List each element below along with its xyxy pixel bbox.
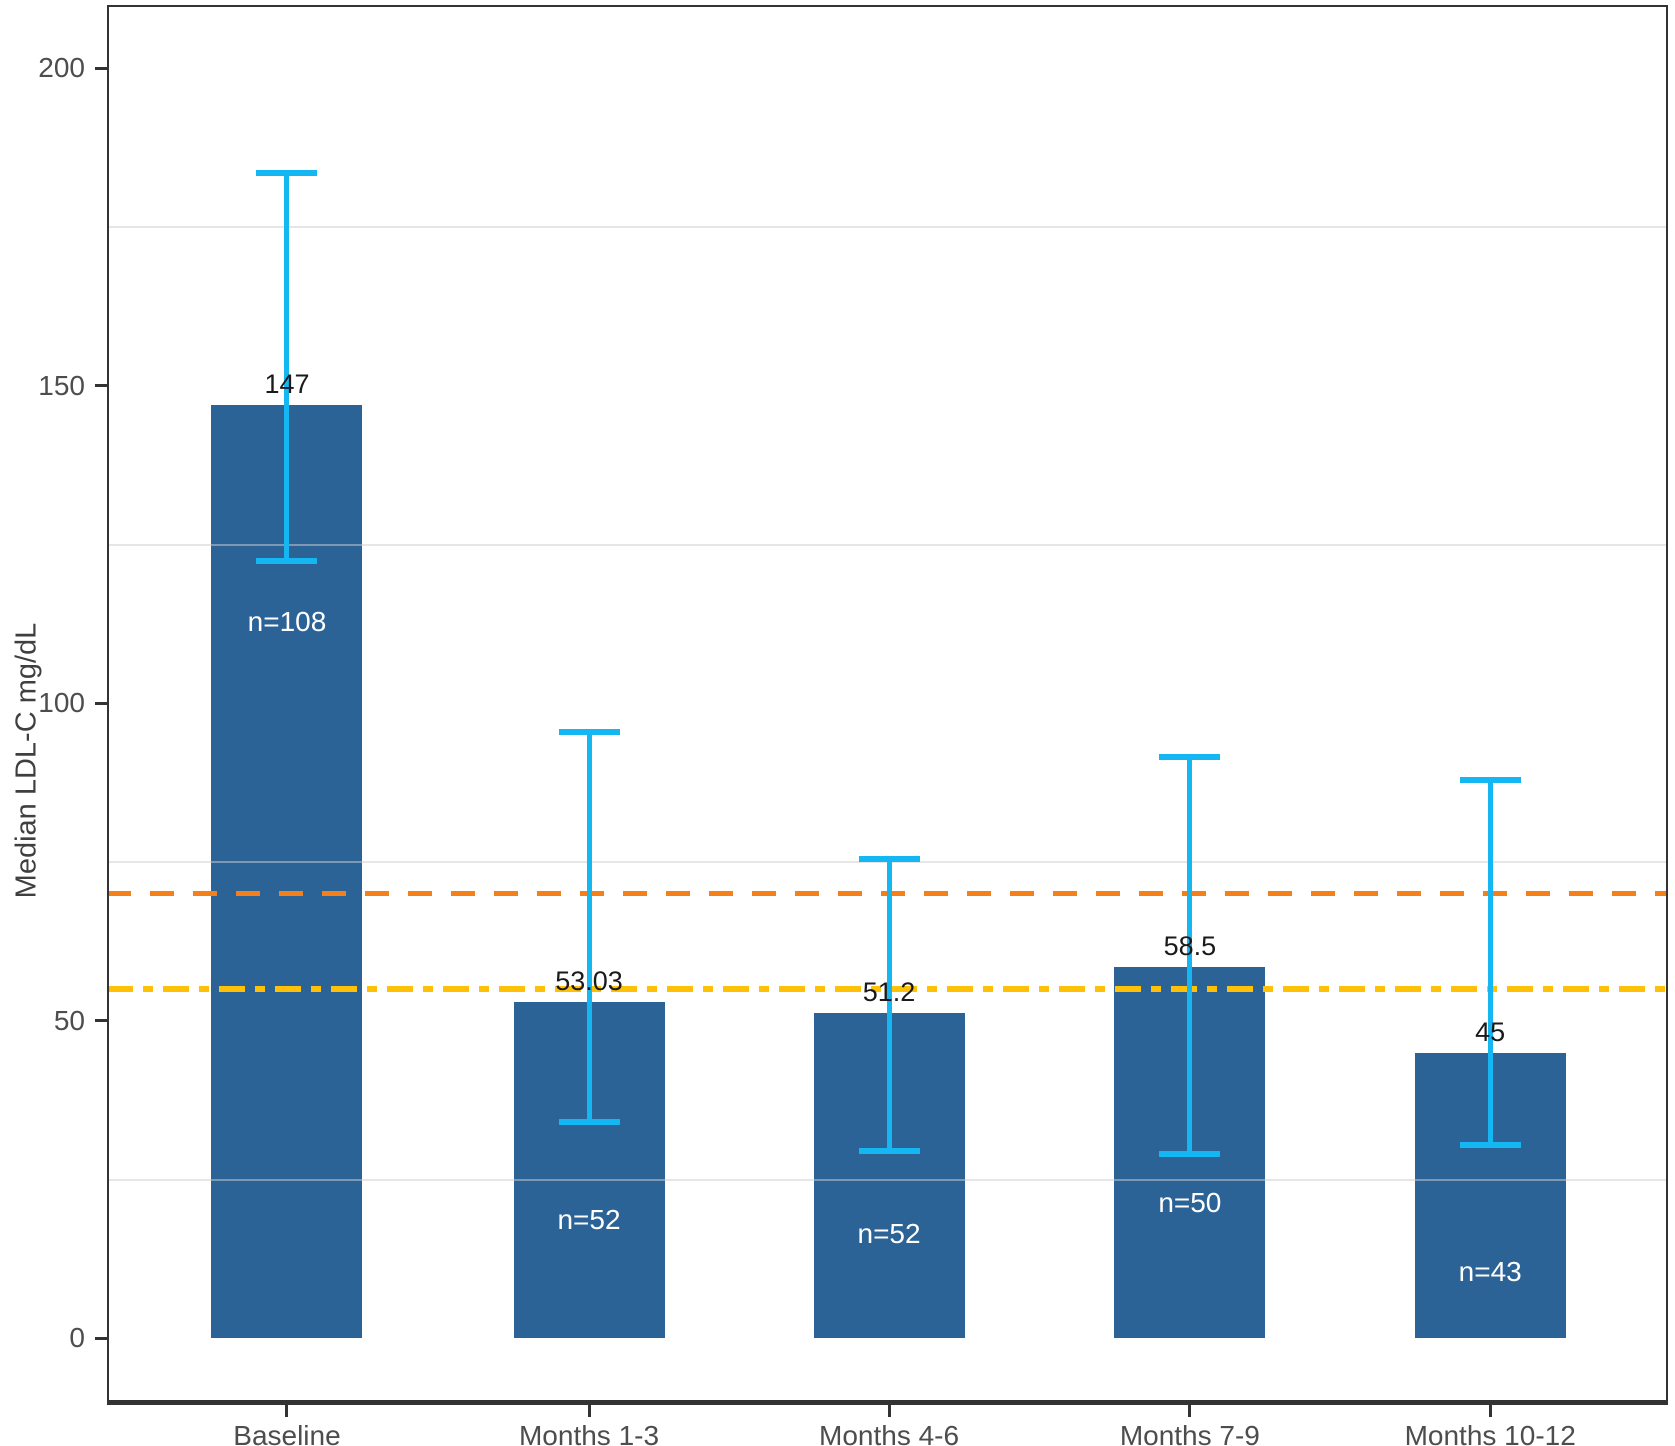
error-bar-line-Months 1-3 xyxy=(586,731,592,1123)
error-bar-cap-top-Baseline xyxy=(256,170,318,177)
bar-n-label: n=52 xyxy=(857,1217,921,1249)
error-bar-cap-top-Months 4-6 xyxy=(858,855,920,862)
error-bar-cap-bottom-Months 1-3 xyxy=(558,1119,620,1126)
y-tick-0 xyxy=(95,1336,107,1340)
gridline-y125 xyxy=(109,543,1666,546)
x-tick-Baseline xyxy=(285,1405,289,1417)
error-bar-line-Months 10-12 xyxy=(1487,779,1493,1145)
error-bar-cap-bottom-Months 7-9 xyxy=(1159,1151,1221,1158)
y-tick-label: 50 xyxy=(53,1004,85,1036)
error-bar-cap-bottom-Months 10-12 xyxy=(1459,1141,1521,1148)
y-tick-150 xyxy=(95,384,107,388)
error-bar-line-Baseline xyxy=(284,173,290,561)
y-tick-label: 100 xyxy=(38,687,85,719)
error-bar-cap-top-Months 7-9 xyxy=(1159,754,1221,761)
bar-n-label: n=52 xyxy=(557,1204,621,1236)
x-tick-Months 10-12 xyxy=(1488,1405,1492,1417)
gridline-y25 xyxy=(109,1178,1666,1181)
bar-n-label: n=108 xyxy=(247,606,327,638)
x-tick-Months 4-6 xyxy=(887,1405,891,1417)
bar-value-label: 147 xyxy=(264,369,310,399)
bar-n-label: n=43 xyxy=(1458,1256,1522,1288)
y-tick-50 xyxy=(95,1019,107,1023)
y-axis-title: Median LDL-C mg/dL xyxy=(10,622,43,898)
x-tick-label: Months 1-3 xyxy=(518,1420,660,1446)
x-tick-label: Baseline xyxy=(233,1420,341,1446)
x-tick-Months 7-9 xyxy=(1188,1405,1192,1417)
error-bar-cap-top-Months 1-3 xyxy=(558,728,620,735)
y-tick-label: 150 xyxy=(38,369,85,401)
x-tick-label: Months 7-9 xyxy=(1119,1420,1260,1446)
bar-value-label: 45 xyxy=(1475,1016,1506,1047)
y-tick-100 xyxy=(95,701,107,705)
x-tick-Months 1-3 xyxy=(587,1405,591,1417)
bar-value-label: 58.5 xyxy=(1163,930,1217,961)
error-bar-cap-top-Months 10-12 xyxy=(1459,776,1521,783)
y-tick-200 xyxy=(95,66,107,70)
y-axis-title-box: Median LDL-C mg/dL xyxy=(0,60,54,1446)
bar-value-label: 53.03 xyxy=(555,965,623,996)
y-tick-label: 0 xyxy=(69,1322,85,1354)
error-bar-cap-bottom-Months 4-6 xyxy=(858,1148,920,1155)
bar-value-label: 51.2 xyxy=(862,977,916,1008)
x-tick-label: Months 4-6 xyxy=(819,1420,960,1446)
gridline-y175 xyxy=(109,226,1666,229)
error-bar-line-Months 7-9 xyxy=(1187,757,1193,1155)
y-tick-label: 200 xyxy=(38,52,85,84)
bar-n-label: n=50 xyxy=(1158,1187,1222,1219)
x-tick-label: Months 10-12 xyxy=(1404,1420,1576,1446)
error-bar-line-Months 4-6 xyxy=(886,858,892,1152)
error-bar-cap-bottom-Baseline xyxy=(256,557,318,564)
